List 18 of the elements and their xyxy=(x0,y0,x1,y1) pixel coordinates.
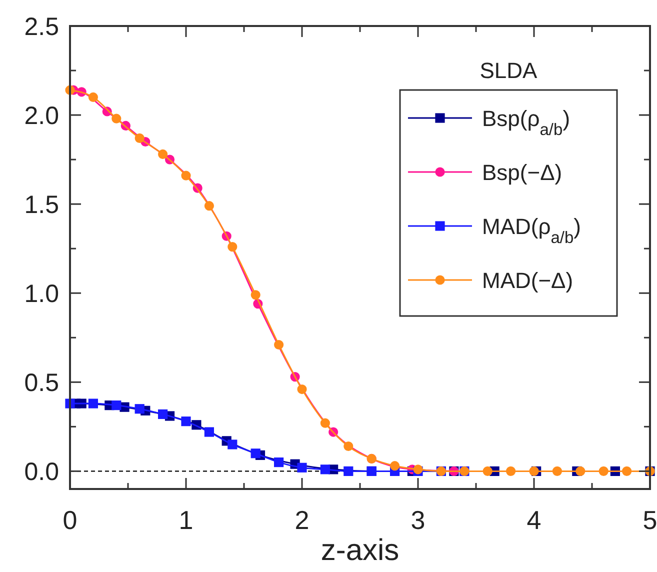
x-tick-label: 2 xyxy=(294,505,310,535)
legend-label: MAD(ρ$_{a/b}$) xyxy=(482,214,581,247)
legend-label: Bsp(−Δ) xyxy=(482,160,562,185)
x-tick-label: 5 xyxy=(642,505,657,535)
x-tick-label: 0 xyxy=(62,505,78,535)
x-tick-label: 1 xyxy=(178,505,194,535)
x-tick-label: 4 xyxy=(526,505,542,535)
y-tick-label: 1.0 xyxy=(24,280,59,308)
y-tick-label: 1.5 xyxy=(24,191,59,220)
x-axis-title: z-axis xyxy=(320,534,400,567)
x-tick-label: 3 xyxy=(410,505,426,535)
legend-label: Bsp(ρ$_{a/b}$) xyxy=(482,106,570,139)
y-tick-label: 0.0 xyxy=(24,458,59,486)
legend-title: SLDA xyxy=(480,58,538,83)
legend-label: MAD(−Δ) xyxy=(482,268,574,293)
y-tick-label: 2.0 xyxy=(24,102,59,130)
y-tick-label: 0.5 xyxy=(24,369,59,398)
y-tick-label: 2.5 xyxy=(24,13,59,41)
